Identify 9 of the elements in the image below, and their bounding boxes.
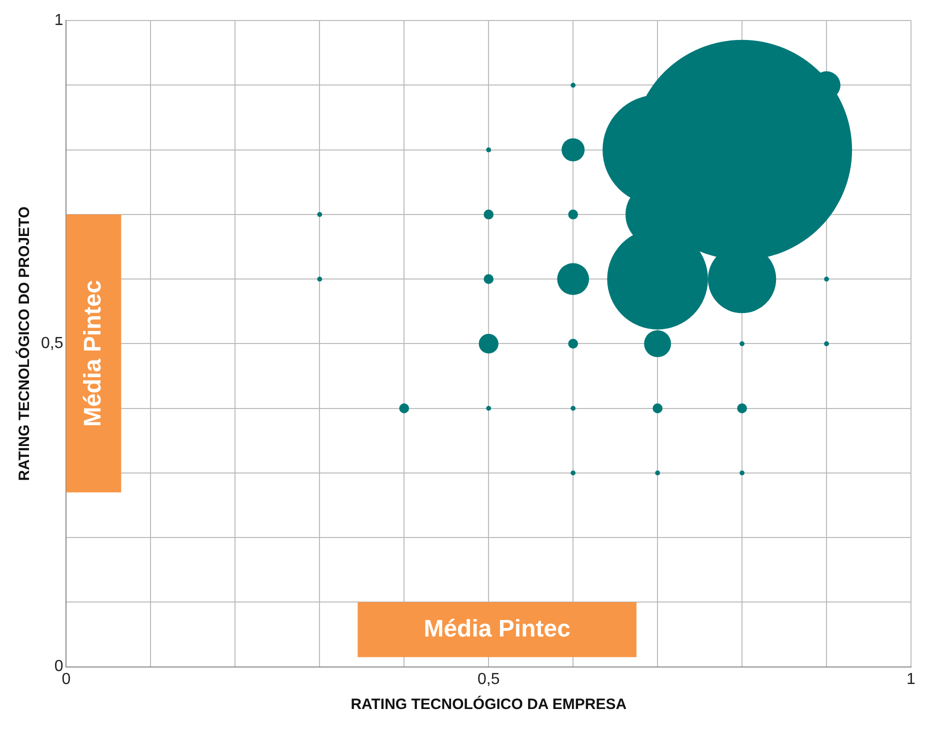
x-axis-title: RATING TECNOLÓGICO DA EMPRESA [350,695,627,714]
y-axis-title: RATING TECNOLÓGICO DO PROJETO [15,206,34,481]
x-tick-label: 0,5 [477,670,500,688]
y-tick-label: 1 [54,12,64,30]
x-tick-label: 1 [906,670,916,688]
y-tick-label: 0 [54,658,64,676]
band-label: Média Pintec [424,615,570,642]
y-tick-label: 0,5 [40,335,64,352]
band-label: Média Pintec [79,280,106,427]
